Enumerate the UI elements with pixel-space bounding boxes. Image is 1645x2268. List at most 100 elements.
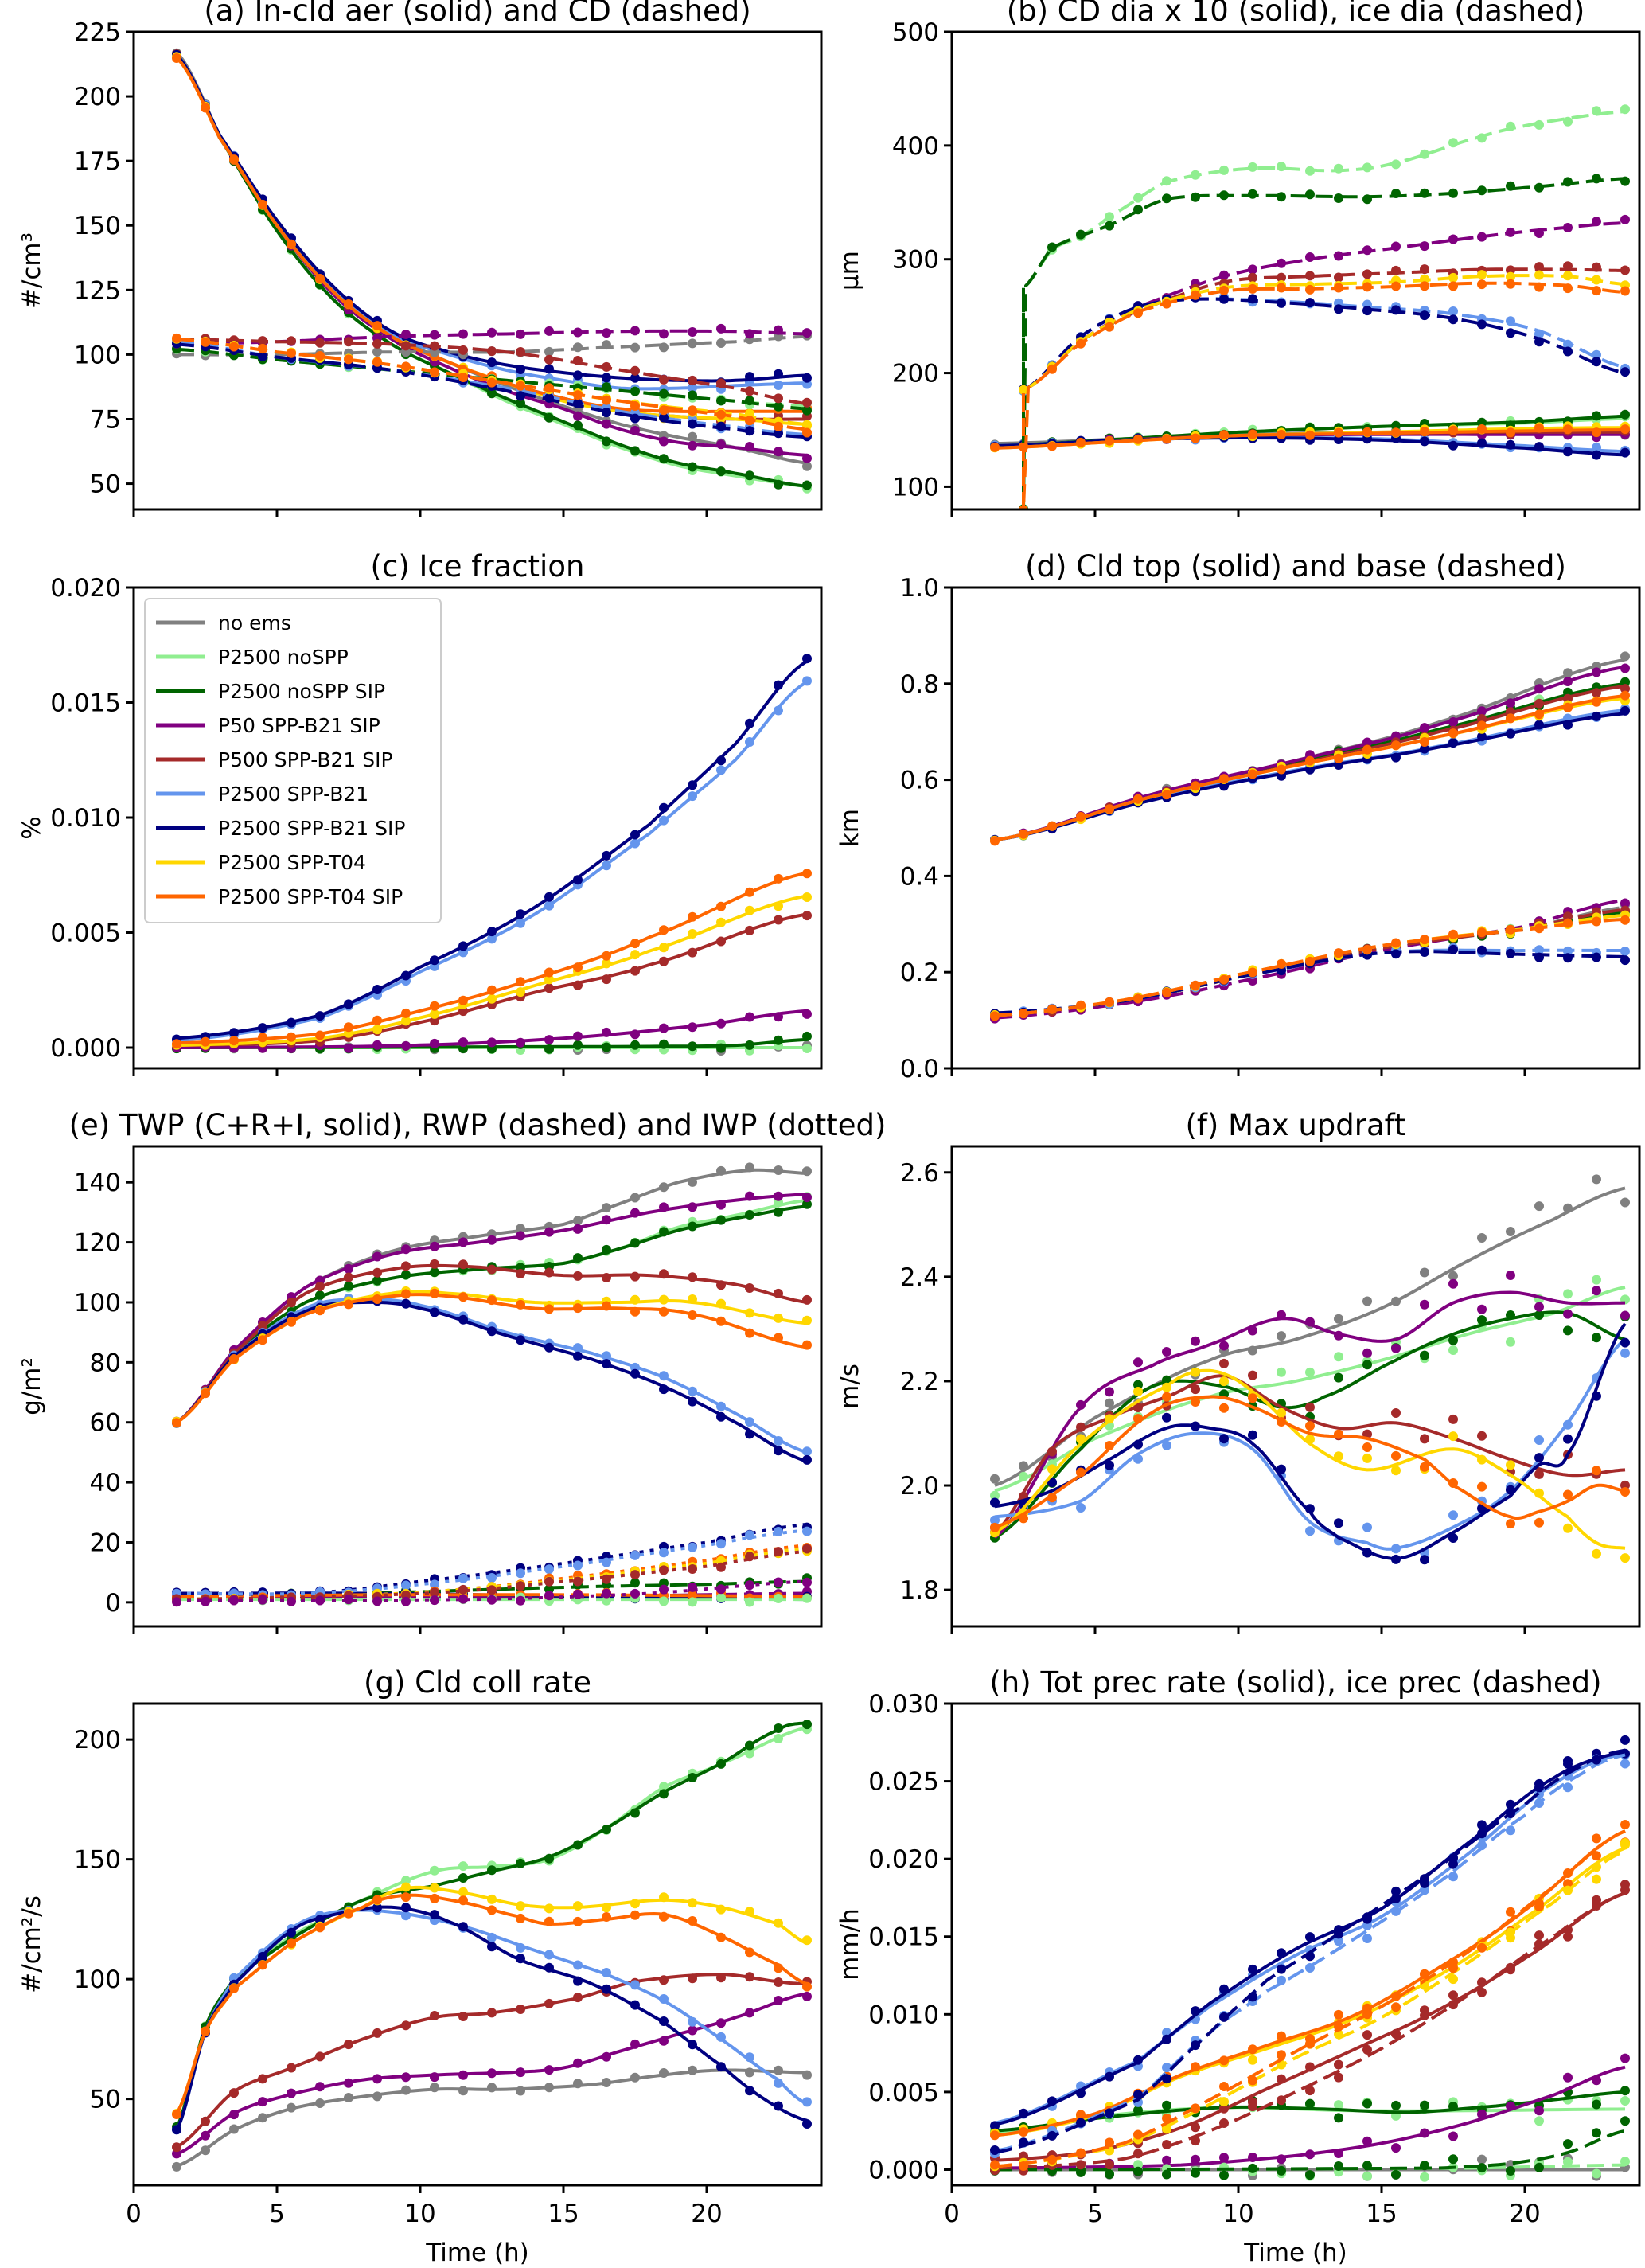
- data-point: [716, 1018, 726, 1029]
- data-point: [1362, 744, 1372, 755]
- data-point: [229, 2088, 239, 2098]
- data-point: [688, 1294, 697, 1304]
- data-point: [516, 1335, 525, 1345]
- data-point: [659, 2036, 669, 2046]
- data-point: [1334, 1352, 1343, 1362]
- data-point: [1506, 1825, 1515, 1836]
- data-point: [1133, 1439, 1143, 1450]
- data-point: [430, 1016, 439, 1026]
- data-point: [1448, 2154, 1458, 2165]
- data-point: [1477, 2163, 1487, 2173]
- data-point: [401, 1016, 411, 1026]
- data-point: [401, 1244, 411, 1255]
- data-point: [544, 392, 554, 403]
- data-point: [602, 1825, 611, 1835]
- data-point: [1620, 1820, 1630, 1829]
- data-point: [458, 373, 468, 382]
- data-point: [573, 1271, 583, 1281]
- data-point: [774, 2101, 783, 2111]
- data-point: [774, 447, 783, 457]
- data-point: [401, 1580, 411, 1591]
- data-point: [172, 333, 181, 343]
- y-tick-label: 200: [892, 360, 939, 388]
- data-point: [602, 850, 611, 861]
- data-point: [1305, 189, 1315, 200]
- data-point: [544, 1035, 554, 1045]
- y-tick-label: 60: [90, 1409, 121, 1438]
- y-tick-label: 125: [74, 276, 121, 305]
- data-point: [458, 941, 468, 951]
- data-point: [745, 887, 754, 897]
- data-point: [659, 1202, 669, 1212]
- data-point: [1391, 752, 1401, 763]
- data-point: [1076, 1422, 1086, 1432]
- data-point: [1162, 2169, 1171, 2180]
- data-point: [1391, 1343, 1401, 1353]
- data-point: [401, 2085, 411, 2095]
- data-point: [1162, 2100, 1171, 2110]
- data-point: [1019, 829, 1028, 839]
- data-point: [1534, 1798, 1544, 1808]
- data-point: [1477, 1454, 1487, 1465]
- data-point: [1592, 427, 1601, 438]
- data-point: [1506, 728, 1515, 739]
- data-point: [1506, 948, 1515, 958]
- data-point: [774, 2078, 783, 2088]
- data-point: [1563, 1868, 1573, 1878]
- data-point: [1334, 427, 1343, 438]
- data-point: [745, 2086, 754, 2096]
- data-point: [716, 421, 726, 431]
- data-point: [287, 1032, 296, 1042]
- data-point: [344, 2093, 353, 2102]
- data-point: [544, 900, 554, 911]
- data-point: [344, 1272, 353, 1282]
- data-point: [1620, 2053, 1630, 2063]
- data-point: [630, 365, 640, 376]
- data-point: [1477, 133, 1487, 143]
- data-point: [1477, 1942, 1487, 1953]
- data-point: [1534, 1435, 1544, 1445]
- data-point: [1277, 2050, 1286, 2060]
- data-point: [287, 1317, 296, 1327]
- data-point: [716, 1200, 726, 1210]
- data-point: [344, 1281, 353, 1291]
- data-point: [544, 1044, 554, 1054]
- data-point: [716, 936, 726, 947]
- data-point: [573, 1040, 583, 1050]
- data-point: [716, 1539, 726, 1549]
- data-point: [688, 390, 697, 400]
- data-point: [315, 1595, 325, 1606]
- data-point: [1620, 915, 1630, 925]
- series-group: [990, 104, 1630, 509]
- data-point: [1019, 1513, 1028, 1524]
- data-point: [1162, 2063, 1171, 2073]
- data-point: [487, 1264, 497, 1275]
- data-point: [516, 918, 525, 928]
- data-point: [573, 342, 583, 353]
- data-point: [1219, 285, 1229, 295]
- data-point: [458, 2012, 468, 2021]
- data-point: [1506, 121, 1515, 131]
- data-point: [802, 1935, 812, 1946]
- data-point: [1448, 929, 1458, 939]
- data-point: [802, 1720, 812, 1730]
- data-point: [401, 1270, 411, 1280]
- series-line-no-ems-solid: [175, 51, 808, 465]
- data-point: [745, 1580, 754, 1591]
- data-point: [1105, 1387, 1114, 1397]
- series-line-p500-spp-b21-sip-solid: [175, 1263, 808, 1424]
- data-point: [487, 927, 497, 937]
- series-line-p2500-spp-b21-dashed: [1023, 297, 1626, 392]
- data-point: [1334, 1936, 1343, 1946]
- data-point: [1620, 176, 1630, 186]
- data-point: [458, 1259, 468, 1270]
- data-point: [1191, 1397, 1200, 1407]
- data-point: [1162, 1392, 1171, 1402]
- data-point: [1305, 2149, 1315, 2160]
- data-point: [573, 1916, 583, 1926]
- data-point: [716, 765, 726, 775]
- data-point: [516, 2086, 525, 2096]
- data-point: [1277, 764, 1286, 775]
- data-point: [774, 1594, 783, 1603]
- data-point: [1420, 723, 1429, 733]
